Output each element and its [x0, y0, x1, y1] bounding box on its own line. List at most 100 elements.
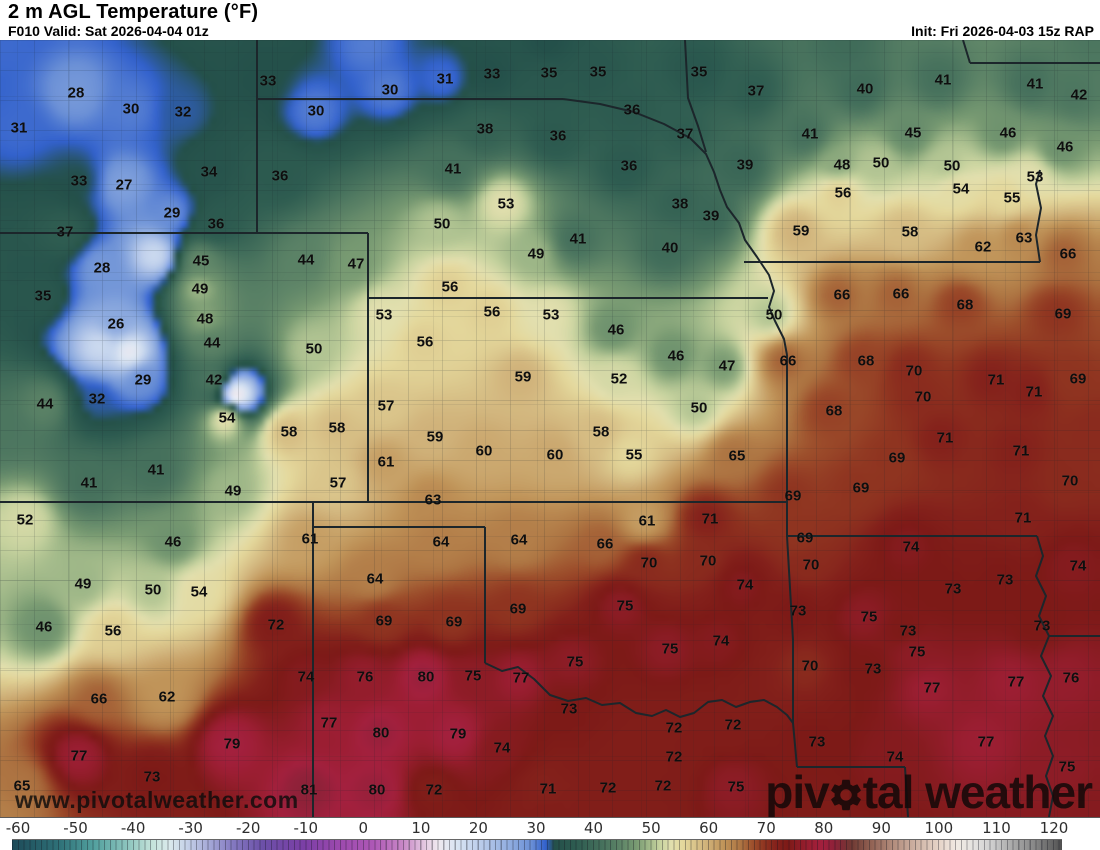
- temp-label: 35: [540, 64, 558, 82]
- temp-label: 66: [833, 286, 851, 304]
- temp-label: 47: [718, 357, 736, 375]
- temp-label: 52: [16, 511, 34, 529]
- temp-label: 33: [483, 65, 501, 83]
- temp-label: 69: [796, 529, 814, 547]
- temp-label: 27: [115, 176, 133, 194]
- temp-label: 38: [476, 120, 494, 138]
- temp-label: 37: [747, 82, 765, 100]
- colorbar-tick-label: 90: [871, 819, 891, 837]
- temp-label: 63: [424, 491, 442, 509]
- colorbar-tick-label: 40: [584, 819, 604, 837]
- temp-label: 48: [196, 310, 214, 328]
- temp-label: 77: [923, 679, 941, 697]
- temp-label: 70: [640, 554, 658, 572]
- temp-label: 74: [297, 668, 315, 686]
- temp-label: 80: [417, 668, 435, 686]
- logo-text-left: piv: [765, 766, 829, 817]
- colorbar-tick-label: 0: [358, 819, 369, 837]
- temp-label: 30: [381, 81, 399, 99]
- valid-time-label: F010 Valid: Sat 2026-04-04 01z: [8, 23, 209, 39]
- temp-label: 68: [857, 352, 875, 370]
- temp-label: 55: [1003, 189, 1021, 207]
- temp-label: 28: [93, 259, 111, 277]
- temp-label: 49: [191, 280, 209, 298]
- temp-label: 74: [736, 576, 754, 594]
- temp-label: 71: [1025, 383, 1043, 401]
- temp-label: 71: [1014, 509, 1032, 527]
- temp-label: 50: [690, 399, 708, 417]
- colorbar-segment-lines: [12, 840, 1062, 850]
- colorbar-tick-label: 60: [699, 819, 719, 837]
- temp-label: 29: [163, 204, 181, 222]
- temp-label: 47: [347, 255, 365, 273]
- temp-label: 73: [143, 768, 161, 786]
- temp-label: 56: [416, 333, 434, 351]
- temp-label: 36: [623, 101, 641, 119]
- logo-text-right: tal weather: [862, 766, 1093, 817]
- temp-label: 59: [514, 368, 532, 386]
- temp-label: 36: [549, 127, 567, 145]
- state-border-line: [904, 766, 909, 817]
- temp-label: 53: [1026, 168, 1044, 186]
- temp-label: 68: [825, 402, 843, 420]
- temp-label: 70: [802, 556, 820, 574]
- temp-label: 59: [426, 428, 444, 446]
- temp-label: 32: [174, 103, 192, 121]
- temp-label: 53: [497, 195, 515, 213]
- temp-label: 79: [223, 735, 241, 753]
- colorbar-tick-label: -40: [120, 819, 146, 837]
- temp-label: 70: [699, 552, 717, 570]
- temp-label: 50: [943, 157, 961, 175]
- colorbar-strip: -60 -50 -40 -30 -20 -10 0 10 20 30 40 50 60 70 80 90 100…: [0, 817, 1100, 850]
- temp-label: 73: [996, 571, 1014, 589]
- temp-label: 36: [207, 215, 225, 233]
- temp-label: 77: [977, 733, 995, 751]
- temp-label: 69: [445, 613, 463, 631]
- temp-label: 77: [70, 747, 88, 765]
- temp-label: 36: [620, 157, 638, 175]
- temp-label: 46: [1056, 138, 1074, 156]
- temp-label: 69: [1069, 370, 1087, 388]
- temp-label: 45: [192, 252, 210, 270]
- temp-label: 45: [904, 124, 922, 142]
- temp-label: 56: [834, 184, 852, 202]
- temp-label: 33: [70, 172, 88, 190]
- temp-label: 70: [801, 657, 819, 675]
- temp-label: 34: [200, 163, 218, 181]
- colorbar-tick-label: 50: [641, 819, 661, 837]
- temp-label: 69: [888, 449, 906, 467]
- temp-label: 71: [701, 510, 719, 528]
- temp-label: 35: [589, 63, 607, 81]
- colorbar-tick-label: -50: [63, 819, 88, 837]
- temp-label: 50: [765, 306, 783, 324]
- temp-label: 60: [475, 442, 493, 460]
- temp-label: 54: [218, 409, 236, 427]
- temp-label: 56: [483, 303, 501, 321]
- temp-label: 31: [10, 119, 28, 137]
- temp-label: 73: [899, 622, 917, 640]
- temp-label: 61: [301, 530, 319, 548]
- temp-label: 41: [444, 160, 462, 178]
- temp-label: 50: [872, 154, 890, 172]
- temp-label: 75: [616, 597, 634, 615]
- temp-label: 50: [433, 215, 451, 233]
- temp-label: 60: [546, 446, 564, 464]
- temp-label: 66: [1059, 245, 1077, 263]
- temp-label: 59: [792, 222, 810, 240]
- colorbar-tick-label: 80: [814, 819, 834, 837]
- temp-label: 72: [654, 777, 672, 795]
- colorbar-tick-label: 30: [526, 819, 546, 837]
- temp-label: 32: [88, 390, 106, 408]
- colorbar-tick-label: 70: [756, 819, 776, 837]
- temp-label: 71: [936, 429, 954, 447]
- temp-label: 77: [320, 714, 338, 732]
- temp-label: 35: [34, 287, 52, 305]
- temp-label: 52: [610, 370, 628, 388]
- temp-label: 66: [596, 535, 614, 553]
- county-grid-2: [0, 40, 1100, 817]
- temp-label: 53: [542, 306, 560, 324]
- temp-label: 79: [449, 725, 467, 743]
- temp-label: 74: [886, 748, 904, 766]
- temp-label: 28: [67, 84, 85, 102]
- temp-label: 54: [190, 583, 208, 601]
